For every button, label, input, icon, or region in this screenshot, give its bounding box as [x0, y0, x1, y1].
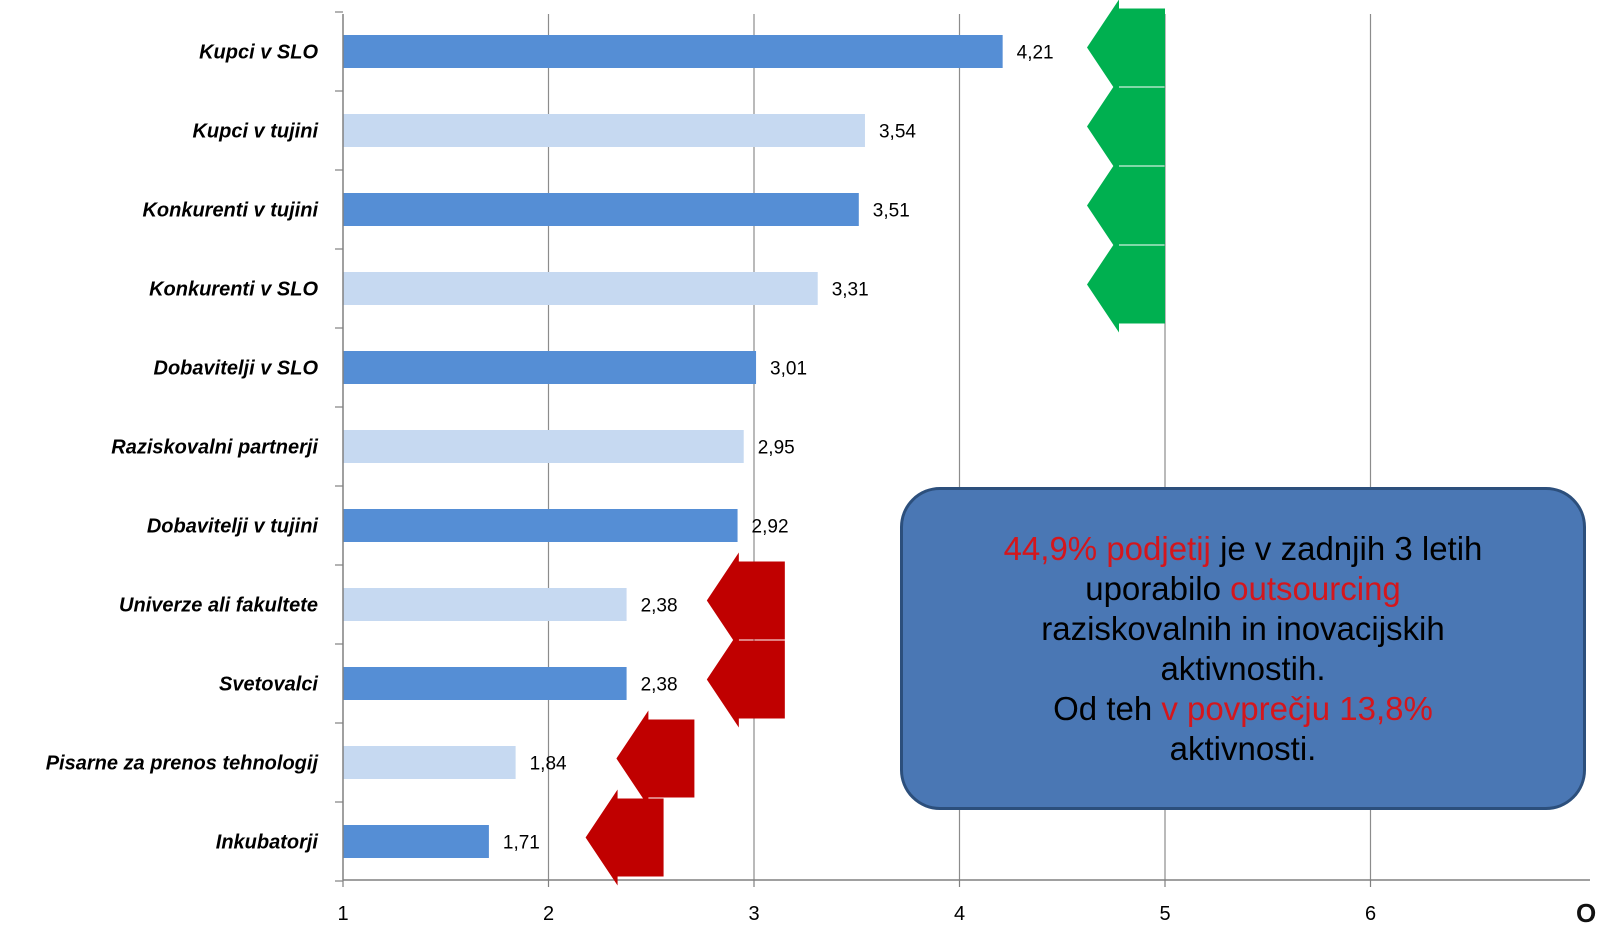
data-label: 3,31 [832, 280, 869, 301]
callout-line-6: aktivnosti. [1169, 729, 1317, 767]
bar [343, 351, 757, 384]
x-tick-label: 2 [543, 903, 554, 925]
left-arrow-icon [1087, 236, 1165, 333]
axis-layer [335, 11, 1590, 887]
category-label: Kupci v SLO [199, 42, 318, 64]
arrow-layer [585, 0, 1165, 886]
category-label: Konkurenti v SLO [149, 279, 318, 301]
callout-text: je v zadnjih 3 letih [1210, 529, 1483, 567]
data-label: 4,21 [1017, 43, 1054, 64]
category-label: Konkurenti v tujini [142, 200, 318, 222]
category-label: Pisarne za prenos tehnologij [46, 753, 319, 775]
data-label: 2,92 [752, 517, 789, 538]
callout-line-1: 44,9% podjetij je v zadnjih 3 letih [1004, 529, 1483, 569]
category-label: Kupci v tujini [192, 121, 318, 143]
bar-layer [343, 35, 1003, 858]
data-label: 1,84 [530, 754, 567, 775]
left-arrow-icon [1087, 78, 1165, 175]
bar [343, 193, 859, 226]
data-label: 1,71 [503, 833, 540, 854]
left-arrow-icon [1087, 157, 1165, 254]
bar [343, 825, 489, 858]
bar [343, 588, 627, 621]
data-label: 3,51 [873, 201, 910, 222]
bar [343, 746, 516, 779]
x-tick-label: 1 [337, 903, 348, 925]
callout-line-2: uporabilo outsourcing [1085, 569, 1401, 609]
category-label: Raziskovalni partnerji [111, 437, 318, 459]
category-label: Dobavitelji v SLO [154, 358, 319, 380]
callout-line-5: Od teh v povprečju 13,8% [1053, 689, 1433, 729]
callout-line-3: raziskovalnih in inovacijskih [1041, 609, 1445, 647]
bar [343, 114, 865, 147]
corner-logo-fragment: O [1576, 898, 1597, 928]
callout-highlight-outsourcing: outsourcing [1230, 569, 1401, 607]
label-layer: 4,21 Kupci v SLO 3,54 Kupci v tujini 3,51 Kon… [46, 42, 1376, 926]
callout-text: uporabilo [1085, 569, 1231, 607]
callout-line-4: aktivnostih. [1160, 649, 1326, 687]
callout-text: Od teh [1053, 689, 1162, 727]
callout-highlight-share: 44,9% podjetij [1003, 529, 1211, 567]
bar [343, 509, 738, 542]
left-arrow-icon [706, 631, 785, 728]
left-arrow-icon [706, 552, 785, 649]
bar [343, 667, 627, 700]
data-label: 2,95 [758, 438, 795, 459]
data-label: 2,38 [641, 596, 678, 617]
data-label: 3,54 [879, 122, 916, 143]
left-arrow-icon [1087, 0, 1165, 96]
category-label: Svetovalci [219, 674, 318, 696]
data-label: 2,38 [641, 675, 678, 696]
callout-highlight-average: v povprečju 13,8% [1161, 689, 1433, 727]
category-label: Dobavitelji v tujini [147, 516, 319, 538]
data-label: 3,01 [770, 359, 807, 380]
category-label: Inkubatorji [216, 832, 319, 854]
x-tick-label: 5 [1159, 903, 1170, 925]
x-tick-label: 6 [1365, 903, 1376, 925]
category-label: Univerze ali fakultete [119, 595, 318, 617]
bar [343, 272, 818, 305]
left-arrow-icon [616, 710, 695, 807]
x-tick-label: 3 [748, 903, 759, 925]
outsourcing-callout: 44,9% podjetij je v zadnjih 3 letih upor… [900, 487, 1586, 810]
bar [343, 430, 744, 463]
bar [343, 35, 1003, 68]
left-arrow-icon [585, 789, 664, 886]
x-tick-label: 4 [954, 903, 965, 925]
